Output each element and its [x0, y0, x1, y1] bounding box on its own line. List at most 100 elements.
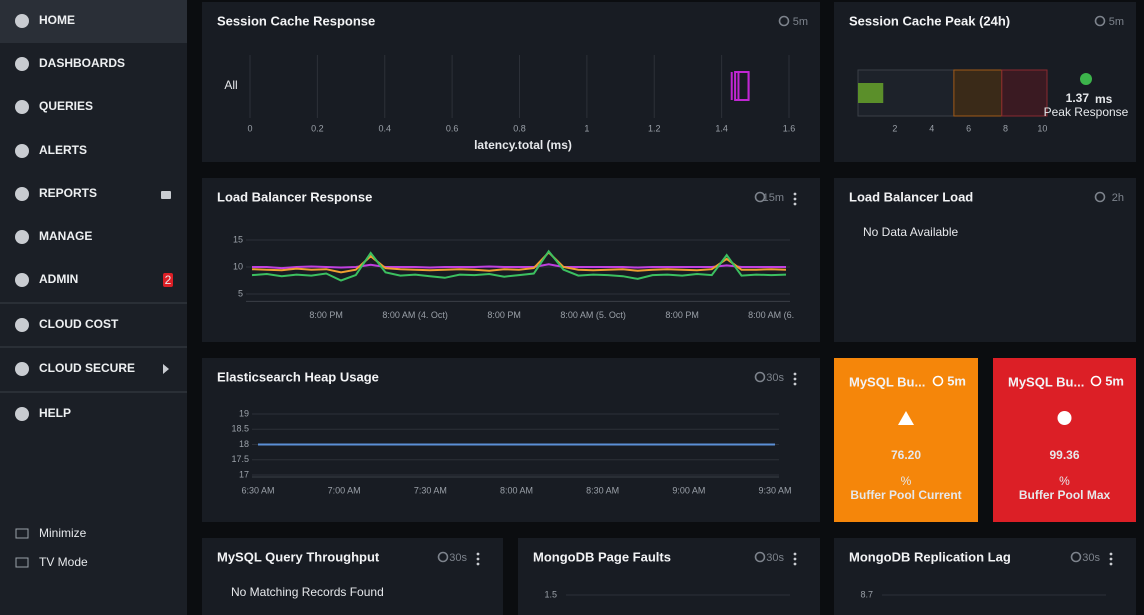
- y-tick-label: 17: [239, 469, 249, 479]
- card: [202, 178, 820, 342]
- menu-dot: [1109, 557, 1113, 561]
- peak-value: 1.37: [1066, 91, 1090, 105]
- tile-bg: [834, 358, 978, 522]
- x-tick-label: 9:00 AM: [672, 485, 705, 495]
- refresh-icon[interactable]: [754, 191, 766, 203]
- x-tick-label: 1.2: [648, 123, 661, 133]
- menu-dot: [793, 557, 797, 561]
- menu-dot: [476, 552, 480, 556]
- refresh-icon[interactable]: [778, 15, 790, 27]
- x-axis-label: latency.total (ms): [474, 138, 572, 152]
- x-tick-label: 0: [247, 123, 252, 133]
- x-tick-label: 6:30 AM: [241, 485, 274, 495]
- footer-icon: [15, 528, 29, 539]
- card-title: Load Balancer Load: [849, 189, 973, 204]
- nav-label[interactable]: QUERIES: [39, 99, 93, 113]
- tile-caption: Buffer Pool Max: [1019, 488, 1111, 502]
- nav-icon: [15, 57, 29, 71]
- lock-icon: [161, 191, 171, 199]
- refresh-icon[interactable]: [437, 551, 449, 563]
- x-tick-label: 6: [966, 123, 971, 133]
- menu-dot: [793, 562, 797, 566]
- refresh-interval[interactable]: 5m: [793, 16, 808, 28]
- empty-message: No Matching Records Found: [231, 585, 384, 599]
- footer-label[interactable]: TV Mode: [39, 555, 88, 569]
- y-tick-label: 15: [233, 234, 243, 244]
- tile-caption: Buffer Pool Current: [850, 488, 961, 502]
- nav-icon: [15, 100, 29, 114]
- menu-dot: [476, 562, 480, 566]
- x-tick-label: 7:00 AM: [328, 485, 361, 495]
- refresh-interval[interactable]: 2h: [1112, 192, 1124, 204]
- error-icon: [1057, 411, 1072, 425]
- nav-label[interactable]: REPORTS: [39, 186, 97, 200]
- series-line: [251, 249, 787, 282]
- y-tick-label: 17.5: [231, 454, 249, 464]
- badge: [163, 273, 173, 287]
- menu-dot: [793, 202, 797, 206]
- refresh-icon[interactable]: [754, 551, 766, 563]
- series-line: [251, 250, 787, 274]
- y-tick-label: 5: [238, 288, 243, 298]
- series-line: [252, 263, 786, 270]
- nav-label[interactable]: HELP: [39, 406, 71, 420]
- refresh-icon[interactable]: [1094, 191, 1106, 203]
- x-tick-label: 0.4: [378, 123, 391, 133]
- nav-icon: [15, 14, 29, 28]
- x-tick-label: 8:00 PM: [309, 310, 343, 320]
- nav-label[interactable]: CLOUD COST: [39, 317, 119, 331]
- refresh-icon[interactable]: [1090, 375, 1102, 387]
- tile-unit: %: [901, 474, 912, 488]
- nav-label[interactable]: CLOUD SECURE: [39, 361, 135, 375]
- card-title: Session Cache Peak (24h): [849, 13, 1010, 28]
- refresh-interval[interactable]: 5m: [1105, 373, 1124, 388]
- menu-dot: [793, 382, 797, 386]
- card-title: Session Cache Response: [217, 13, 375, 28]
- threshold-band: [1001, 69, 1048, 117]
- refresh-interval[interactable]: 30s: [1082, 552, 1100, 564]
- nav-label[interactable]: DASHBOARDS: [39, 56, 125, 70]
- nav-icon: [15, 144, 29, 158]
- nav-label[interactable]: HOME: [39, 13, 75, 27]
- refresh-interval[interactable]: 5m: [947, 373, 966, 388]
- x-tick-label: 1.4: [715, 123, 728, 133]
- y-tick-label: 8.7: [860, 589, 873, 599]
- tile-bg: [993, 358, 1136, 522]
- nav-icon: [15, 230, 29, 244]
- x-tick-label: 0.2: [311, 123, 324, 133]
- tile-unit: %: [1059, 474, 1070, 488]
- refresh-interval[interactable]: 30s: [766, 552, 784, 564]
- peak-caption: Peak Response: [1044, 105, 1129, 119]
- sidebar: [0, 0, 187, 615]
- y-tick-label: 19: [239, 408, 249, 418]
- warning-icon: [898, 411, 914, 425]
- refresh-icon[interactable]: [1094, 15, 1106, 27]
- menu-dot: [476, 557, 480, 561]
- category-label: All: [224, 78, 237, 92]
- nav-label[interactable]: MANAGE: [39, 229, 92, 243]
- status-icon: [1080, 73, 1092, 85]
- nav-icon: [15, 318, 29, 332]
- nav-label[interactable]: ALERTS: [39, 143, 87, 157]
- x-tick-label: 7:30 AM: [414, 485, 447, 495]
- nav-icon: [15, 187, 29, 201]
- refresh-interval[interactable]: 15m: [763, 192, 784, 204]
- nav-label[interactable]: ADMIN: [39, 272, 78, 286]
- refresh-icon[interactable]: [1070, 551, 1082, 563]
- refresh-interval[interactable]: 30s: [449, 552, 467, 564]
- menu-dot: [793, 197, 797, 201]
- card: [518, 538, 820, 615]
- refresh-interval[interactable]: 30s: [766, 372, 784, 384]
- card-title: Elasticsearch Heap Usage: [217, 369, 379, 384]
- gauge-bar: [858, 83, 884, 103]
- refresh-icon[interactable]: [932, 375, 944, 387]
- card-title: MySQL Query Throughput: [217, 549, 380, 564]
- y-tick-label: 18: [239, 439, 249, 449]
- tile-value: 76.20: [891, 448, 921, 462]
- footer-label[interactable]: Minimize: [39, 526, 87, 540]
- submenu-arrow: [163, 364, 169, 374]
- refresh-icon[interactable]: [754, 371, 766, 383]
- nav-icon: [15, 273, 29, 287]
- refresh-interval[interactable]: 5m: [1109, 16, 1124, 28]
